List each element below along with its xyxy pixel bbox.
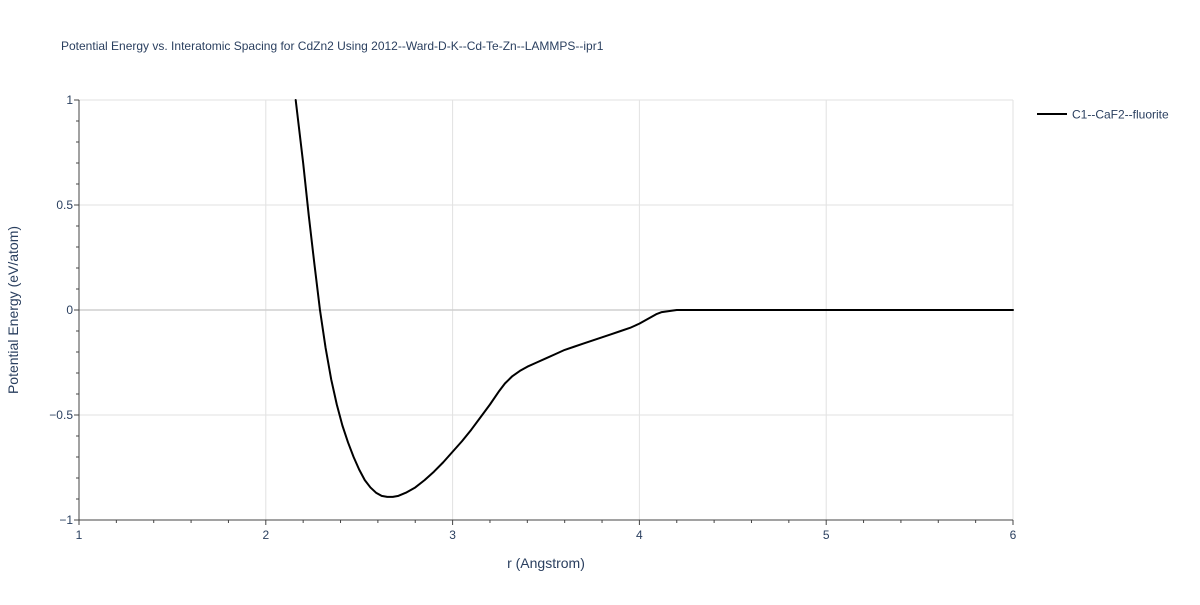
- x-tick-label: 1: [76, 528, 83, 542]
- chart-title: Potential Energy vs. Interatomic Spacing…: [61, 39, 604, 53]
- y-tick-label: 0.5: [56, 198, 73, 212]
- series-layer: [294, 99, 1014, 498]
- x-tick-label: 4: [636, 528, 643, 542]
- y-tick-label: −0.5: [49, 408, 73, 422]
- x-tick-label: 6: [1010, 528, 1017, 542]
- y-axis-label: Potential Energy (eV/atom): [5, 226, 21, 394]
- axis-layer: 1 2 3 4 5 6 −1 −0.5 0 0.5 1: [49, 93, 1016, 542]
- series-line-0: [294, 99, 1014, 498]
- y-tick-label: 1: [66, 93, 73, 107]
- x-tick-label: 5: [823, 528, 830, 542]
- x-axis-label: r (Angstrom): [507, 555, 585, 571]
- x-tick-label: 3: [449, 528, 456, 542]
- y-tick-label: −1: [59, 513, 73, 527]
- x-tick-label: 2: [262, 528, 269, 542]
- legend-label: C1--CaF2--fluorite: [1072, 108, 1169, 122]
- legend[interactable]: C1--CaF2--fluorite: [1037, 108, 1169, 122]
- y-tick-label: 0: [66, 303, 73, 317]
